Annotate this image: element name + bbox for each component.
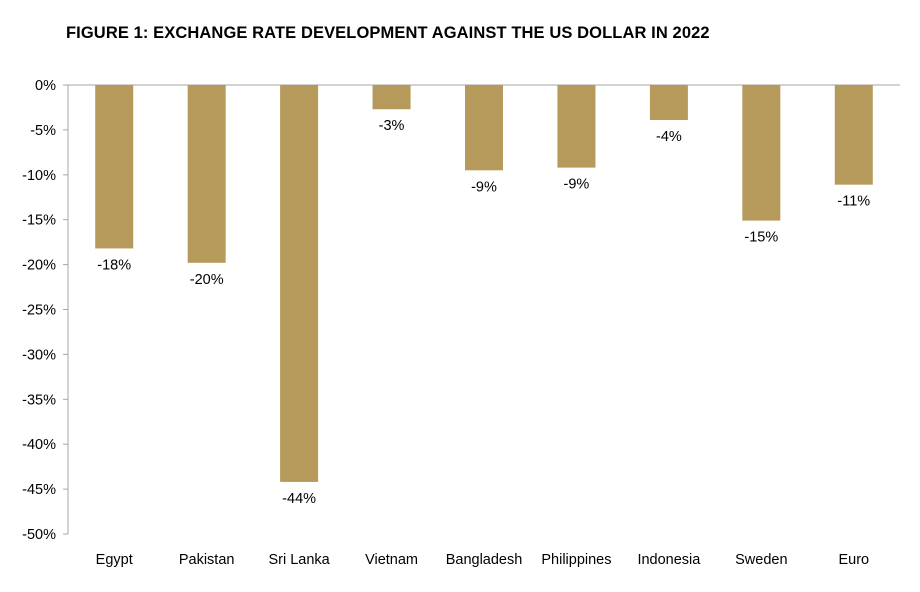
category-label: Indonesia — [637, 552, 701, 568]
category-label: Pakistan — [179, 552, 235, 568]
y-tick-label: -20% — [22, 258, 56, 274]
data-label: -15% — [744, 230, 778, 246]
category-label: Sweden — [735, 552, 787, 568]
y-tick-label: -45% — [22, 482, 56, 498]
category-label: Philippines — [541, 552, 611, 568]
y-tick-label: -40% — [22, 437, 56, 453]
category-label: Euro — [838, 552, 869, 568]
category-label: Sri Lanka — [268, 552, 330, 568]
y-tick-label: -25% — [22, 303, 56, 319]
bar — [372, 85, 411, 110]
bar — [834, 85, 873, 185]
bar — [742, 85, 781, 221]
data-label: -44% — [282, 491, 316, 507]
bar — [649, 85, 688, 121]
bar — [557, 85, 596, 168]
data-label: -4% — [656, 129, 682, 145]
chart-title: FIGURE 1: EXCHANGE RATE DEVELOPMENT AGAI… — [66, 24, 710, 42]
data-label: -9% — [471, 179, 497, 195]
data-label: -9% — [564, 177, 590, 193]
bar — [95, 85, 134, 249]
bar — [280, 85, 319, 482]
category-label: Bangladesh — [446, 552, 523, 568]
data-label: -20% — [190, 272, 224, 288]
y-tick-label: -15% — [22, 213, 56, 229]
category-label: Vietnam — [365, 552, 418, 568]
data-label: -11% — [837, 194, 870, 210]
data-label: -18% — [97, 257, 131, 273]
y-tick-label: -35% — [22, 392, 56, 408]
bar — [187, 85, 226, 263]
bar — [465, 85, 503, 171]
y-tick-label: -50% — [22, 527, 56, 543]
y-tick-label: -10% — [22, 168, 56, 184]
data-label: -3% — [379, 118, 405, 134]
y-tick-label: -30% — [22, 347, 56, 363]
category-label: Egypt — [96, 552, 133, 568]
y-tick-label: 0% — [35, 78, 56, 94]
y-tick-label: -5% — [30, 123, 56, 139]
